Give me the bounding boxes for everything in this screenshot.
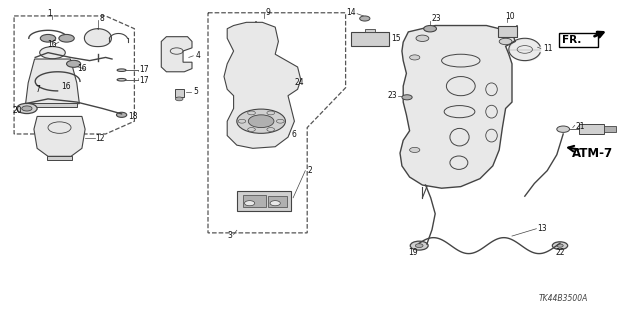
Text: 21: 21	[576, 122, 586, 130]
Bar	[559, 33, 598, 47]
Text: 16: 16	[61, 82, 70, 91]
Circle shape	[238, 119, 246, 123]
Ellipse shape	[40, 47, 65, 59]
Polygon shape	[224, 22, 301, 148]
Text: 19: 19	[408, 248, 419, 256]
Text: 6: 6	[291, 130, 296, 139]
Text: 15: 15	[392, 34, 401, 43]
Text: ATM-7: ATM-7	[572, 147, 612, 160]
Circle shape	[59, 34, 74, 42]
Text: 22: 22	[556, 248, 564, 256]
Text: 23: 23	[432, 14, 442, 23]
Circle shape	[267, 128, 275, 131]
Circle shape	[40, 34, 56, 42]
Bar	[175, 89, 184, 97]
Text: 13: 13	[538, 224, 547, 233]
Text: 14: 14	[346, 8, 356, 17]
Text: 16: 16	[47, 40, 56, 48]
Circle shape	[360, 16, 370, 21]
Circle shape	[552, 242, 568, 249]
Circle shape	[410, 55, 420, 60]
Circle shape	[237, 109, 285, 133]
Bar	[268, 196, 287, 207]
Bar	[365, 29, 375, 32]
Polygon shape	[161, 37, 192, 72]
Text: 2: 2	[307, 166, 312, 175]
Text: 7: 7	[35, 85, 40, 94]
Polygon shape	[400, 26, 515, 188]
Circle shape	[267, 111, 275, 115]
Circle shape	[175, 97, 183, 101]
Text: 24: 24	[294, 78, 304, 87]
Text: 12: 12	[95, 134, 104, 143]
Circle shape	[416, 35, 429, 41]
Circle shape	[410, 241, 428, 250]
Ellipse shape	[117, 69, 126, 71]
Text: 16: 16	[77, 64, 86, 73]
Circle shape	[270, 201, 280, 206]
Circle shape	[17, 103, 37, 114]
Polygon shape	[26, 59, 79, 104]
Text: 5: 5	[193, 87, 198, 96]
Text: 10: 10	[506, 12, 515, 21]
Text: 4: 4	[195, 51, 200, 60]
Text: 23: 23	[387, 91, 397, 100]
Bar	[351, 32, 389, 46]
Text: FR.: FR.	[562, 34, 581, 45]
Text: 18: 18	[128, 112, 138, 121]
Text: TK44B3500A: TK44B3500A	[538, 294, 588, 303]
Bar	[28, 103, 77, 107]
Circle shape	[415, 244, 423, 248]
Circle shape	[116, 112, 127, 117]
Circle shape	[248, 128, 255, 131]
Circle shape	[410, 147, 420, 152]
Circle shape	[248, 115, 274, 128]
Polygon shape	[84, 29, 111, 47]
Text: 17: 17	[140, 65, 149, 74]
Circle shape	[557, 126, 570, 132]
Text: 11: 11	[543, 44, 552, 53]
Circle shape	[22, 106, 32, 111]
Bar	[243, 195, 266, 207]
Text: 9: 9	[266, 8, 271, 17]
Text: 8: 8	[99, 14, 104, 23]
Circle shape	[67, 60, 81, 67]
Bar	[579, 124, 604, 134]
Text: 3: 3	[227, 231, 232, 240]
Ellipse shape	[117, 78, 126, 81]
Polygon shape	[34, 116, 85, 156]
Text: 17: 17	[140, 76, 149, 85]
Bar	[47, 156, 72, 160]
Circle shape	[424, 26, 436, 32]
Text: 20: 20	[13, 106, 22, 115]
Circle shape	[557, 244, 563, 247]
Circle shape	[402, 95, 412, 100]
Text: 1: 1	[47, 9, 51, 18]
Circle shape	[244, 201, 255, 206]
Circle shape	[499, 38, 512, 45]
Bar	[604, 126, 616, 132]
Bar	[498, 26, 517, 37]
Bar	[237, 191, 291, 211]
Circle shape	[248, 111, 255, 115]
Circle shape	[276, 119, 284, 123]
